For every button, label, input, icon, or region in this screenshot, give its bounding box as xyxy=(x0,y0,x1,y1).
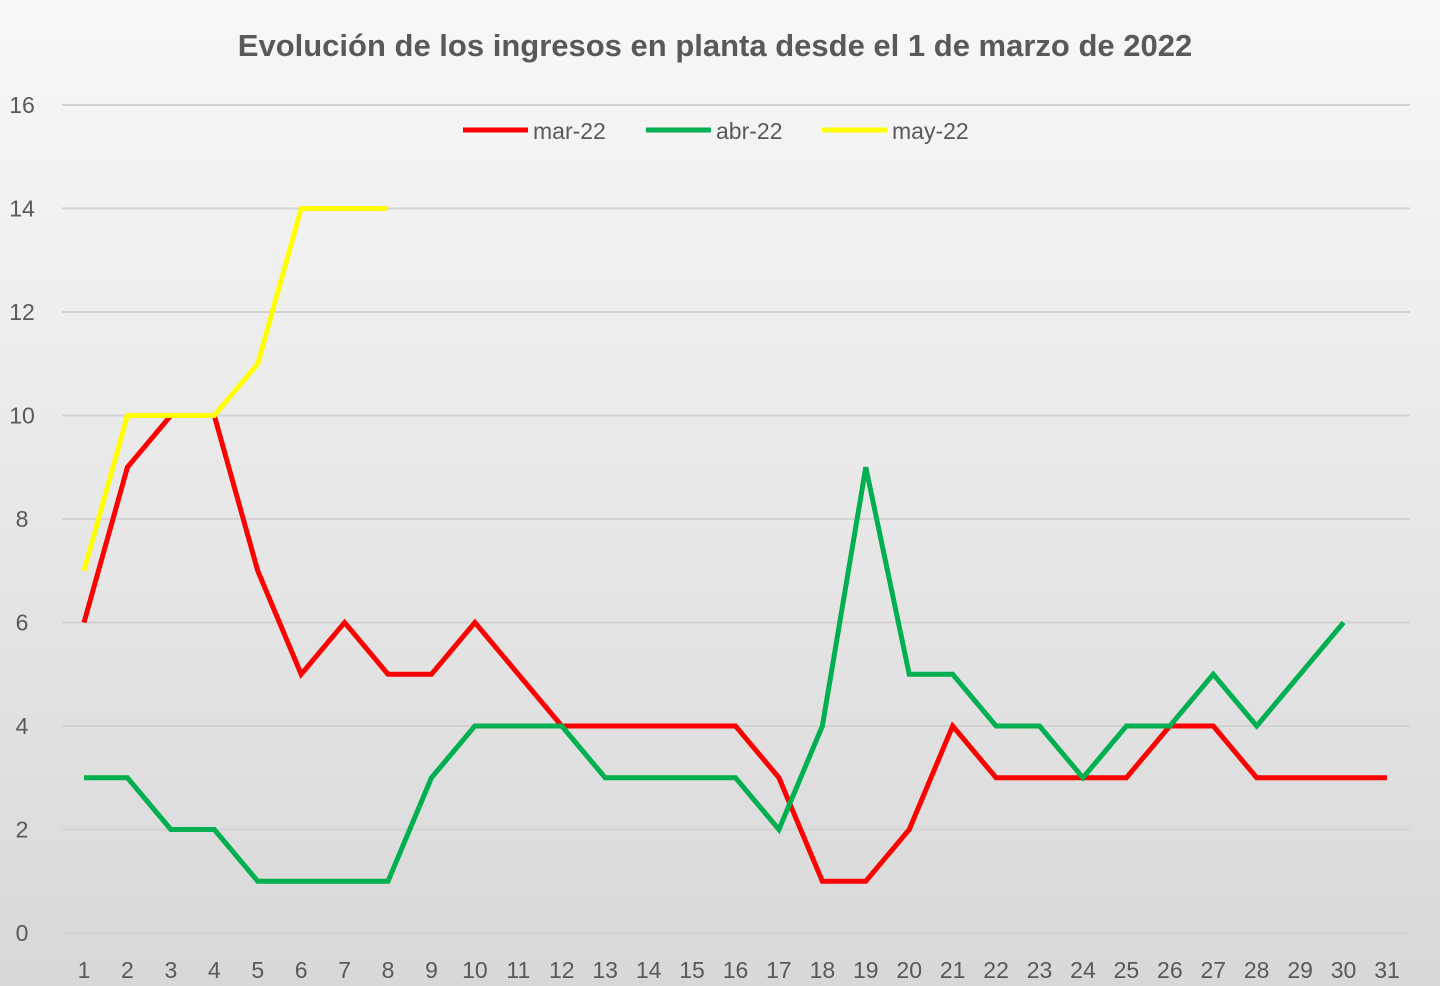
series-lines xyxy=(81,206,1387,884)
chart-title: Evolución de los ingresos en planta desd… xyxy=(238,28,1192,63)
legend-label-may-22: may-22 xyxy=(892,118,969,144)
y-tick-label: 4 xyxy=(16,713,29,739)
series-line-abr-22 xyxy=(84,466,1346,884)
legend: mar-22 abr-22 may-22 xyxy=(463,118,969,144)
y-tick-label: 0 xyxy=(16,920,29,946)
series-line-mar-22 xyxy=(81,413,1387,884)
x-tick-label: 6 xyxy=(295,957,308,983)
x-tick-label: 25 xyxy=(1114,957,1140,983)
x-tick-label: 3 xyxy=(164,957,177,983)
legend-label-mar-22: mar-22 xyxy=(533,118,606,144)
x-tick-label: 4 xyxy=(208,957,221,983)
x-tick-label: 11 xyxy=(506,957,530,983)
x-tick-label: 7 xyxy=(338,957,351,983)
x-tick-label: 16 xyxy=(723,957,749,983)
x-tick-label: 2 xyxy=(121,957,134,983)
y-tick-label: 14 xyxy=(9,196,35,222)
x-tick-label: 31 xyxy=(1374,957,1400,983)
x-tick-label: 10 xyxy=(462,957,488,983)
y-tick-label: 2 xyxy=(16,817,29,843)
y-tick-label: 8 xyxy=(16,506,29,532)
x-tick-label: 15 xyxy=(679,957,705,983)
x-tick-label: 12 xyxy=(549,957,575,983)
x-tick-label: 30 xyxy=(1331,957,1357,983)
x-tick-label: 20 xyxy=(896,957,922,983)
x-tick-label: 24 xyxy=(1070,957,1096,983)
x-tick-label: 18 xyxy=(810,957,836,983)
x-tick-label: 19 xyxy=(853,957,879,983)
x-tick-label: 22 xyxy=(983,957,1009,983)
y-tick-label: 10 xyxy=(9,403,35,429)
series-line-may-22 xyxy=(81,206,389,572)
x-tick-label: 5 xyxy=(251,957,264,983)
x-tick-label: 13 xyxy=(592,957,618,983)
y-tick-label: 6 xyxy=(16,610,29,636)
x-tick-label: 21 xyxy=(940,957,966,983)
y-tick-label: 16 xyxy=(9,92,35,118)
legend-label-abr-22: abr-22 xyxy=(716,118,782,144)
y-tick-label: 12 xyxy=(9,299,35,325)
gridlines xyxy=(62,104,1410,934)
x-tick-label: 8 xyxy=(382,957,395,983)
x-tick-label: 14 xyxy=(636,957,662,983)
y-axis-ticks: 0 2 4 6 8 10 12 14 16 xyxy=(9,92,35,946)
x-tick-label: 17 xyxy=(766,957,792,983)
x-tick-label: 1 xyxy=(78,957,91,983)
x-tick-label: 29 xyxy=(1287,957,1313,983)
x-tick-label: 26 xyxy=(1157,957,1183,983)
x-tick-label: 28 xyxy=(1244,957,1270,983)
x-tick-label: 9 xyxy=(425,957,438,983)
x-axis-ticks: 1 2 3 4 5 6 7 8 9 10 11 12 13 14 15 16 17 18 19 20 21 22 23 24 2… xyxy=(78,957,1400,983)
x-tick-label: 27 xyxy=(1200,957,1226,983)
x-tick-label: 23 xyxy=(1027,957,1053,983)
